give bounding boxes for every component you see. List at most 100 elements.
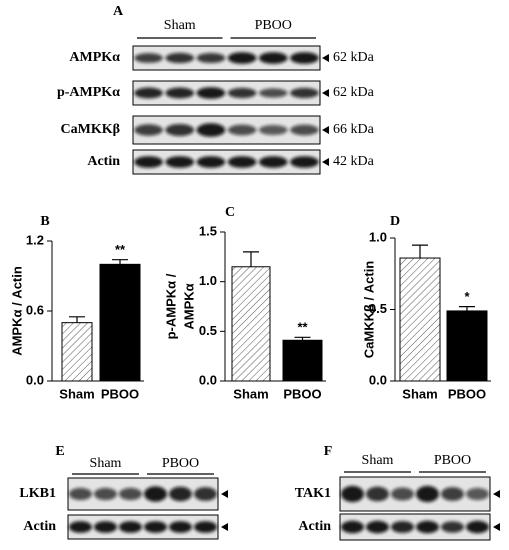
band — [341, 520, 364, 534]
band — [196, 123, 226, 137]
band — [196, 156, 226, 168]
band — [391, 521, 414, 533]
band — [366, 520, 389, 534]
panel-letter: E — [55, 444, 64, 459]
arrowhead — [322, 126, 329, 134]
band — [165, 52, 195, 64]
blot-strip — [339, 513, 491, 541]
band — [227, 124, 257, 136]
panel-letter: C — [225, 205, 235, 220]
group-label: PBOO — [434, 453, 471, 468]
band — [94, 521, 117, 533]
band — [258, 156, 288, 168]
panel-letter: D — [390, 214, 400, 229]
blot-strip — [132, 115, 321, 145]
band — [290, 52, 319, 64]
row-label: Actin — [298, 519, 331, 534]
x-tick-label: PBOO — [101, 386, 139, 401]
error-bar — [69, 316, 85, 323]
band — [119, 521, 142, 533]
group-label: Sham — [90, 456, 122, 471]
band — [196, 87, 226, 99]
group-label: PBOO — [255, 18, 292, 33]
band — [134, 53, 163, 63]
blot-strip — [132, 45, 321, 71]
band — [258, 124, 288, 136]
band — [194, 521, 217, 533]
group-label: Sham — [362, 453, 394, 468]
error-bar — [412, 244, 428, 259]
error-bar — [294, 336, 311, 341]
significance: * — [464, 289, 470, 304]
arrowhead — [322, 54, 329, 62]
band — [69, 521, 92, 533]
size-label: 62 kDa — [333, 50, 375, 65]
arrowhead — [322, 89, 329, 97]
band — [441, 521, 464, 533]
panel-letter: B — [40, 214, 49, 229]
band — [134, 124, 163, 136]
band — [165, 123, 195, 137]
y-tick-label: 0.0 — [26, 372, 44, 387]
panel-letter: F — [324, 444, 333, 459]
band — [290, 156, 319, 168]
band — [144, 486, 167, 502]
bar — [231, 266, 271, 382]
band — [258, 52, 288, 64]
bar — [282, 339, 323, 382]
x-tick-label: PBOO — [283, 386, 321, 401]
group-label: Sham — [164, 18, 196, 33]
y-axis-label: p-AMPKα / — [163, 273, 178, 339]
x-tick-label: PBOO — [448, 386, 486, 401]
band — [466, 520, 489, 534]
row-label: Actin — [87, 154, 120, 169]
y-tick-label: 0.0 — [369, 372, 387, 387]
error-bar — [243, 251, 259, 267]
significance: ** — [115, 242, 126, 257]
arrowhead — [493, 523, 500, 531]
arrowhead — [221, 523, 228, 531]
arrowhead — [221, 490, 228, 498]
y-axis-label: AMPKα / Actin — [9, 266, 24, 356]
row-label: TAK1 — [295, 486, 331, 501]
arrowhead — [493, 490, 500, 498]
significance: ** — [297, 320, 308, 335]
band — [416, 520, 439, 534]
blot-strip — [67, 477, 219, 511]
y-tick-label: 0.5 — [199, 323, 217, 338]
y-tick-label: 0.0 — [199, 372, 217, 387]
bar — [99, 263, 141, 382]
size-label: 62 kDa — [333, 85, 375, 100]
band — [227, 156, 257, 168]
band — [194, 487, 217, 501]
blot-strip — [67, 514, 219, 540]
band — [165, 87, 195, 99]
band — [134, 87, 163, 99]
y-tick-label: 0.6 — [26, 302, 44, 317]
arrowhead — [322, 158, 329, 166]
bar — [61, 322, 93, 382]
x-tick-label: Sham — [233, 386, 268, 401]
bar — [399, 257, 441, 382]
y-tick-label: 1.0 — [369, 229, 387, 244]
band — [290, 124, 319, 136]
x-tick-label: Sham — [59, 386, 94, 401]
y-tick-label: 1.2 — [26, 232, 44, 247]
size-label: 42 kDa — [333, 154, 375, 169]
blot-strip — [132, 80, 321, 106]
band — [341, 485, 364, 503]
group-label: PBOO — [162, 456, 199, 471]
row-label: CaMKKβ — [61, 122, 120, 137]
band — [69, 487, 92, 501]
band — [227, 87, 257, 99]
y-tick-label: 1.0 — [199, 273, 217, 288]
error-bar — [112, 259, 128, 265]
y-axis-label: AMPKα — [181, 283, 196, 329]
band — [416, 485, 439, 503]
band — [466, 487, 489, 501]
band — [196, 52, 226, 64]
band — [169, 486, 192, 502]
row-label: Actin — [23, 519, 56, 534]
y-tick-label: 1.5 — [199, 223, 217, 238]
